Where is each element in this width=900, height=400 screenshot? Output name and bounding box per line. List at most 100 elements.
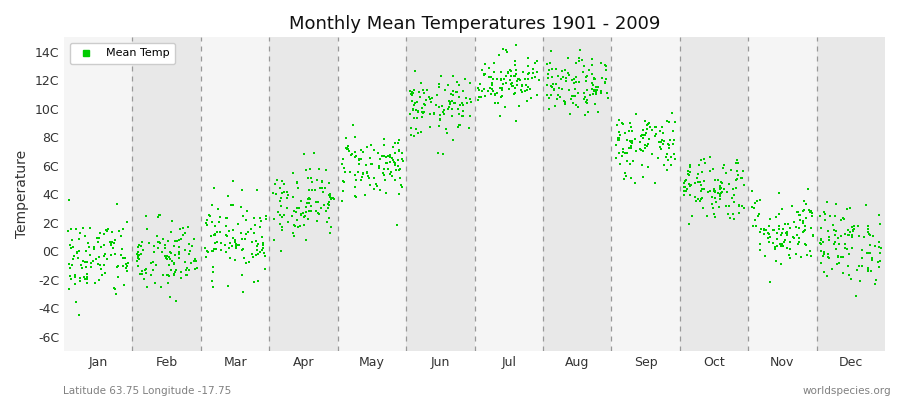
Point: [868, 280, 883, 287]
Point: [403, 111, 418, 117]
Point: [501, 86, 516, 92]
Point: [242, 258, 256, 265]
Point: [234, 247, 248, 254]
Point: [865, 257, 879, 264]
Point: [716, 165, 731, 171]
Point: [542, 95, 556, 102]
Point: [806, 232, 820, 238]
Point: [395, 184, 410, 190]
Point: [360, 143, 374, 150]
Point: [166, 261, 181, 267]
Point: [391, 140, 405, 146]
Point: [587, 88, 601, 94]
Point: [747, 204, 761, 211]
Point: [680, 168, 695, 174]
Point: [594, 90, 608, 97]
Point: [508, 73, 522, 79]
Point: [238, 236, 253, 243]
Point: [831, 234, 845, 241]
Point: [821, 250, 835, 257]
Point: [797, 241, 812, 248]
Point: [628, 136, 643, 142]
Text: Latitude 63.75 Longitude -17.75: Latitude 63.75 Longitude -17.75: [63, 386, 231, 396]
Point: [641, 121, 655, 127]
Point: [144, 272, 158, 278]
Point: [93, 254, 107, 260]
Point: [796, 218, 810, 224]
Point: [838, 231, 852, 238]
Point: [388, 150, 402, 156]
Point: [585, 71, 599, 77]
Point: [395, 184, 410, 190]
Point: [621, 128, 635, 134]
Point: [766, 227, 780, 233]
Point: [327, 196, 341, 202]
Point: [521, 63, 535, 69]
Point: [660, 118, 674, 124]
Point: [92, 276, 106, 283]
Point: [753, 197, 768, 203]
Point: [682, 191, 697, 198]
Point: [246, 254, 260, 260]
Point: [484, 74, 499, 80]
Point: [770, 236, 784, 242]
Point: [552, 85, 566, 92]
Point: [520, 71, 535, 78]
Point: [504, 83, 518, 89]
Point: [159, 255, 174, 261]
Point: [79, 276, 94, 282]
Point: [413, 80, 428, 86]
Point: [418, 97, 433, 103]
Point: [571, 104, 585, 111]
Point: [130, 248, 145, 255]
Point: [834, 217, 849, 224]
Point: [420, 87, 435, 94]
Point: [456, 88, 471, 94]
Legend: Mean Temp: Mean Temp: [69, 43, 176, 64]
Point: [833, 232, 848, 239]
Point: [623, 120, 637, 126]
Point: [133, 250, 148, 257]
Point: [225, 243, 239, 249]
Point: [105, 244, 120, 251]
Point: [635, 127, 650, 133]
Point: [805, 213, 819, 220]
Point: [376, 171, 391, 178]
Point: [140, 283, 154, 290]
Point: [711, 176, 725, 183]
Point: [208, 232, 222, 238]
Point: [155, 249, 169, 255]
Point: [339, 146, 354, 152]
Point: [722, 203, 736, 209]
Point: [228, 239, 242, 245]
Point: [757, 226, 771, 233]
Point: [172, 249, 186, 256]
Bar: [543, 37, 611, 351]
Point: [253, 248, 267, 255]
Point: [691, 162, 706, 168]
Point: [407, 133, 421, 139]
Point: [163, 294, 177, 301]
Point: [790, 209, 805, 215]
Point: [89, 235, 104, 242]
Point: [348, 134, 363, 140]
Point: [249, 186, 264, 193]
Point: [590, 89, 604, 96]
Point: [774, 232, 788, 238]
Point: [642, 136, 656, 142]
Point: [589, 87, 603, 94]
Point: [526, 74, 540, 81]
Point: [495, 85, 509, 92]
Point: [351, 169, 365, 175]
Point: [478, 61, 492, 68]
Point: [147, 243, 161, 249]
Point: [200, 217, 214, 223]
Point: [430, 150, 445, 156]
Point: [77, 274, 92, 280]
Point: [708, 188, 723, 194]
Point: [446, 113, 460, 119]
Bar: [748, 37, 816, 351]
Point: [659, 154, 673, 160]
Point: [859, 202, 873, 208]
Point: [771, 226, 786, 232]
